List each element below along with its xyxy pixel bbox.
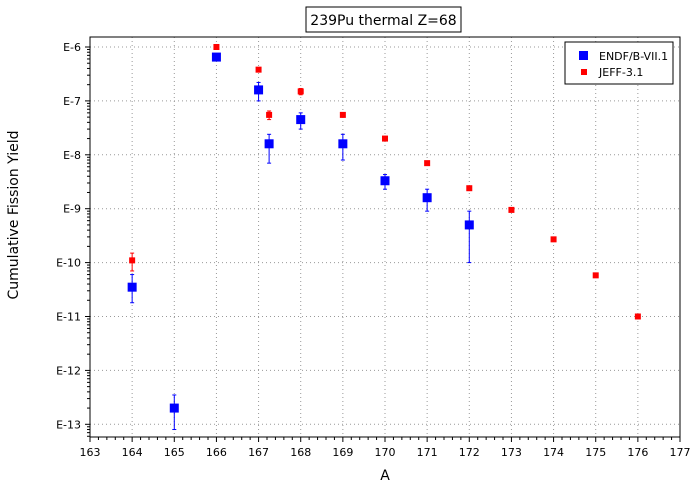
legend-marker-endf — [579, 51, 588, 60]
x-tick-label: 168 — [290, 446, 311, 459]
chart-title: 239Pu thermal Z=68 — [310, 13, 456, 29]
point-endf — [296, 115, 306, 125]
legend-box — [564, 41, 674, 85]
x-tick-label: 173 — [501, 446, 522, 459]
point-endf — [169, 403, 179, 413]
y-tick-label: E-11 — [56, 311, 81, 324]
data-points — [127, 44, 641, 413]
point-endf — [127, 282, 137, 292]
point-jeff — [266, 111, 273, 118]
x-tick-label: 163 — [80, 446, 101, 459]
x-tick-label: 177 — [670, 446, 691, 459]
y-tick-label: E-8 — [63, 149, 81, 162]
x-tick-label: 165 — [164, 446, 185, 459]
point-endf — [338, 139, 348, 149]
point-jeff — [382, 135, 388, 142]
x-tick-label: 175 — [585, 446, 606, 459]
y-tick-label: E-13 — [56, 418, 81, 431]
x-axis-title: A — [380, 468, 390, 484]
point-jeff — [213, 44, 220, 50]
x-tick-label: 172 — [459, 446, 480, 459]
y-axis-title: Cumulative Fission Yield — [6, 131, 22, 300]
point-jeff — [592, 272, 599, 279]
x-tick-label: 176 — [627, 446, 648, 459]
point-jeff — [424, 160, 431, 167]
point-endf — [464, 220, 474, 230]
x-tick-labels: 163 164 165 166 167 168 169 170 171 172 173 174 175 1… — [80, 446, 691, 459]
point-endf — [422, 193, 432, 203]
x-tick-label: 171 — [417, 446, 438, 459]
title-box — [305, 6, 462, 33]
y-tick-label: E-12 — [56, 364, 81, 377]
point-jeff — [550, 236, 557, 243]
point-endf — [264, 139, 274, 149]
legend: ENDF/B-VII.1 JEFF-3.1 — [564, 41, 674, 85]
point-jeff — [339, 111, 346, 118]
point-jeff — [508, 206, 515, 213]
point-jeff — [634, 313, 641, 320]
y-tick-labels: E-6 E-7 E-8 E-9 E-10 E-11 E-12 E-13 — [56, 41, 81, 431]
point-endf — [211, 52, 221, 62]
point-jeff — [466, 185, 473, 192]
y-tick-label: E-9 — [63, 203, 81, 216]
x-tick-label: 166 — [206, 446, 227, 459]
x-tick-label: 174 — [543, 446, 564, 459]
y-tick-label: E-7 — [63, 95, 81, 108]
y-tick-label: E-10 — [56, 257, 81, 270]
x-tick-label: 167 — [248, 446, 269, 459]
legend-marker-jeff — [581, 69, 587, 75]
point-endf — [380, 176, 390, 186]
point-jeff — [255, 66, 262, 73]
x-tick-label: 169 — [332, 446, 353, 459]
x-tick-label: 164 — [122, 446, 143, 459]
point-jeff — [297, 88, 304, 95]
point-jeff — [129, 257, 136, 264]
legend-label-endf: ENDF/B-VII.1 — [599, 50, 668, 63]
point-endf — [254, 85, 264, 95]
axis-ticks — [85, 46, 681, 442]
x-tick-label: 170 — [375, 446, 396, 459]
legend-label-jeff: JEFF-3.1 — [598, 66, 643, 79]
y-tick-label: E-6 — [63, 41, 81, 54]
